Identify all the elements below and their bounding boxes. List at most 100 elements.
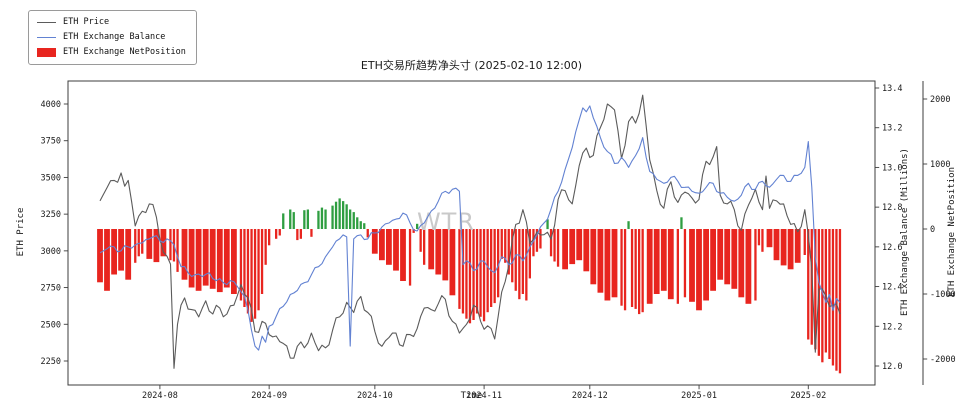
- netposition-bar: [824, 229, 827, 353]
- netposition-bar: [787, 229, 794, 270]
- netposition-bar: [428, 229, 435, 270]
- netposition-bar: [583, 229, 590, 272]
- netposition-bar: [209, 229, 216, 289]
- netposition-bar: [310, 229, 313, 237]
- netposition-bar: [289, 209, 292, 229]
- netposition-bar: [363, 223, 366, 229]
- netposition-bar: [419, 229, 422, 252]
- netposition-bar: [773, 229, 780, 261]
- tick-label: 2024-12: [572, 391, 608, 401]
- netposition-bar: [231, 229, 237, 294]
- tick-label: 13.4: [882, 84, 902, 94]
- netposition-bar: [814, 229, 817, 350]
- legend-label: ETH Exchange NetPosition: [63, 47, 186, 57]
- watermark: WTR: [417, 208, 475, 236]
- y-axis-label-price: ETH Price: [16, 207, 26, 257]
- netposition-bar: [703, 229, 709, 301]
- netposition-bar: [268, 229, 271, 246]
- netposition-bar: [296, 229, 299, 241]
- tick-label: 2250: [41, 357, 61, 367]
- netposition-bar: [97, 229, 103, 283]
- netposition-bar: [597, 229, 604, 293]
- netposition-bar: [282, 213, 285, 229]
- netposition-bar: [475, 229, 479, 314]
- netposition-bar: [188, 229, 195, 288]
- netposition-bar: [412, 229, 415, 233]
- netposition-bar: [118, 229, 124, 271]
- netposition-bar: [518, 229, 521, 300]
- balance-line-swatch: [37, 36, 56, 38]
- legend-item-netposition: ETH Exchange NetPosition: [37, 46, 186, 58]
- netposition-bar: [366, 229, 369, 238]
- netposition-bar: [717, 229, 724, 280]
- netposition-bar: [630, 229, 634, 307]
- netposition-bar: [539, 229, 542, 249]
- netposition-bar: [299, 229, 302, 239]
- netposition-bar: [461, 229, 465, 314]
- netposition-bar: [393, 229, 399, 271]
- series-lines: [99, 94, 841, 369]
- netposition-bar: [525, 229, 528, 301]
- netposition-bar: [423, 229, 426, 265]
- netposition-bar: [821, 229, 824, 363]
- price-line: [99, 94, 841, 369]
- netposition-bar: [379, 229, 385, 261]
- tick-label: 2500: [41, 320, 61, 330]
- netposition-bar: [641, 229, 644, 313]
- netposition-bar: [535, 229, 539, 252]
- netposition-bar: [479, 229, 482, 317]
- netposition-bar: [331, 205, 334, 229]
- netposition-bar: [125, 229, 132, 280]
- tick-label: 12.4: [882, 283, 902, 293]
- netposition-bar: [345, 204, 348, 229]
- netposition-bar: [660, 229, 667, 291]
- netposition-bar: [250, 229, 253, 322]
- netposition-bar: [521, 229, 524, 294]
- netposition-bar: [553, 229, 556, 262]
- netposition-bar: [724, 229, 731, 285]
- netposition-bar: [275, 229, 278, 239]
- tick-label: 2024-08: [142, 391, 178, 401]
- netposition-bar: [738, 229, 745, 298]
- netposition-bar: [549, 229, 553, 257]
- netposition-bar: [838, 229, 842, 374]
- netposition-bar: [239, 229, 243, 301]
- netposition-bar: [468, 229, 472, 324]
- netposition-bar: [807, 229, 810, 340]
- netposition-bar: [371, 229, 378, 254]
- tick-label: 0: [930, 225, 935, 235]
- netposition-bar: [689, 229, 695, 302]
- tick-label: 4000: [41, 100, 61, 110]
- netposition-bar: [504, 229, 507, 263]
- netposition-bar: [546, 219, 549, 230]
- netposition-bar: [386, 229, 392, 265]
- netposition-bar: [576, 229, 583, 261]
- netposition-bar: [500, 229, 503, 259]
- netposition-bar: [754, 229, 757, 301]
- netposition-bar: [757, 229, 761, 246]
- netposition-bar: [141, 229, 144, 254]
- netposition-bar: [511, 229, 514, 283]
- netposition-bar: [169, 229, 172, 261]
- netposition-bar: [810, 229, 813, 345]
- netposition-bar: [349, 209, 352, 229]
- netposition-bar: [292, 212, 295, 229]
- netposition-bar: [202, 229, 209, 286]
- netposition-bar: [507, 229, 510, 275]
- netposition-bar: [667, 229, 674, 300]
- legend: ETH Price ETH Exchange Balance ETH Excha…: [28, 10, 197, 65]
- netposition-bar: [243, 229, 246, 307]
- legend-item-price: ETH Price: [37, 16, 186, 28]
- tick-label: 2750: [41, 284, 61, 294]
- plot-border: [67, 80, 876, 386]
- netposition-bar: [137, 229, 140, 257]
- netposition-bar: [303, 210, 306, 229]
- netposition-bar: [449, 229, 456, 296]
- netposition-bar: [104, 229, 110, 291]
- netposition-patch-swatch: [37, 47, 56, 57]
- tick-label: 2000: [930, 95, 950, 105]
- netposition-bar: [334, 201, 338, 229]
- netposition-bar: [745, 229, 752, 304]
